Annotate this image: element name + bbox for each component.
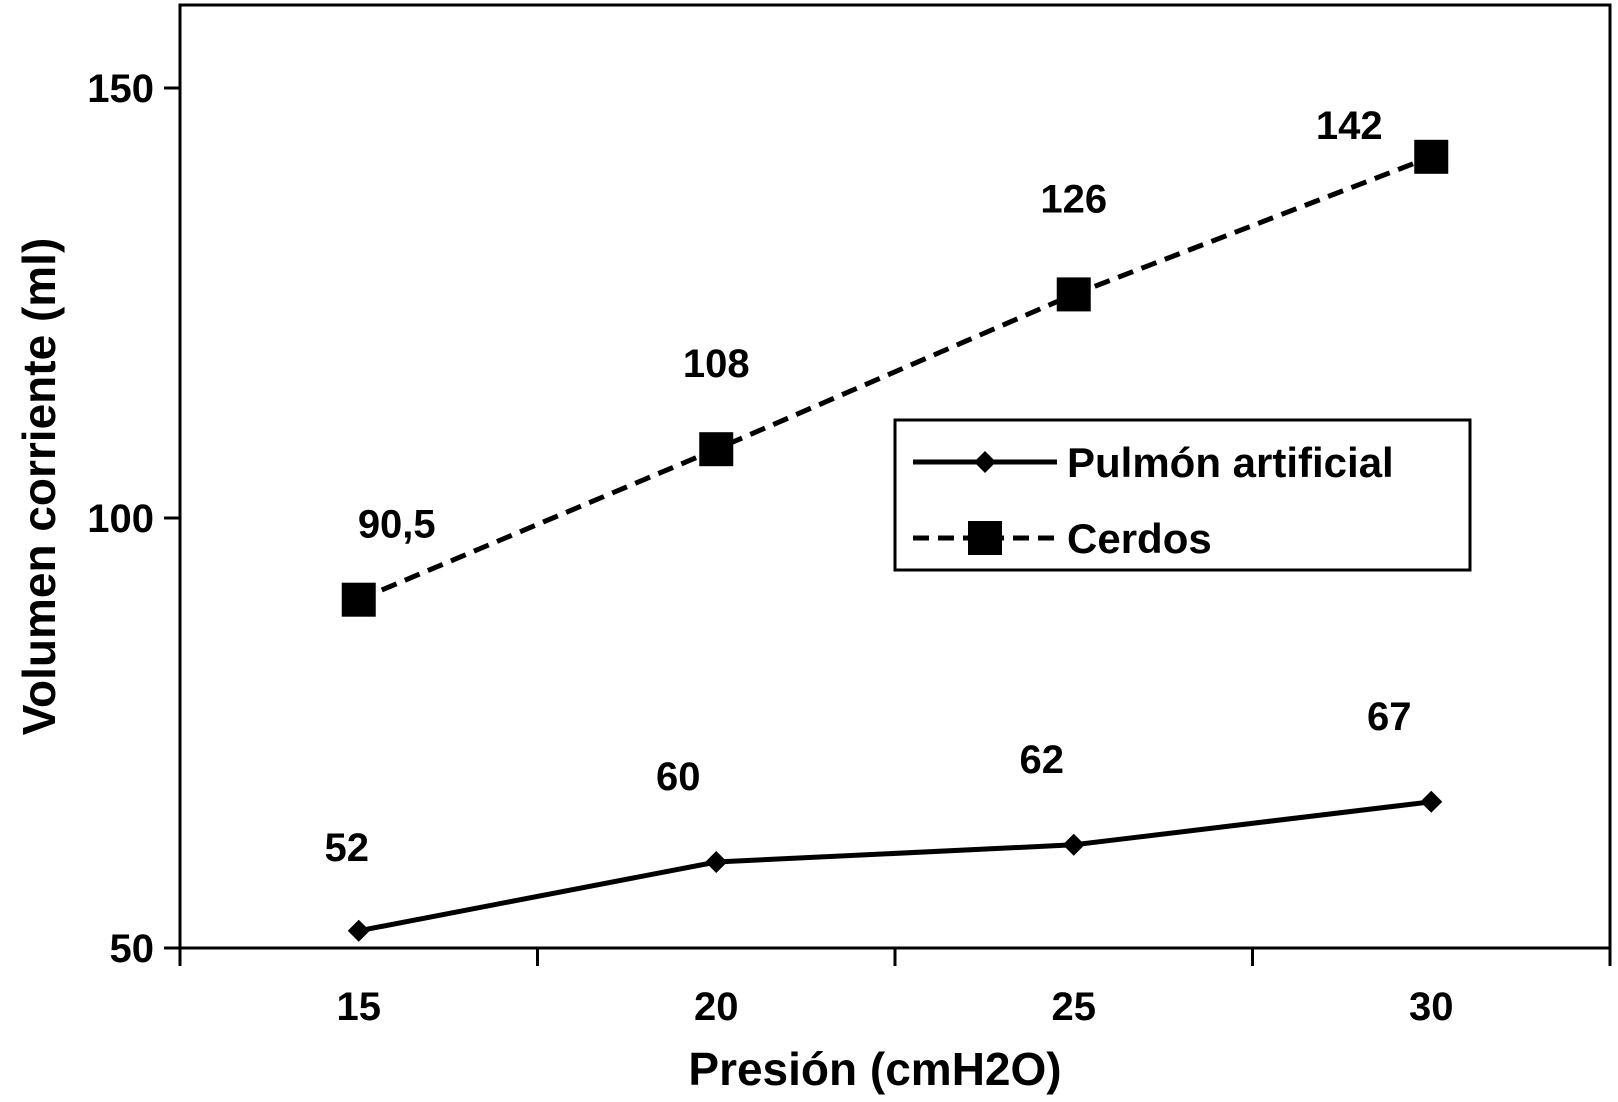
y-tick-label: 50 — [110, 927, 155, 971]
x-axis-title: Presión (cmH2O) — [688, 1043, 1061, 1095]
y-tick-label: 150 — [87, 67, 154, 111]
x-tick-label: 20 — [694, 985, 739, 1029]
series-pulmon-artificial — [347, 790, 1443, 942]
legend-square-marker — [968, 521, 1002, 555]
data-point-square — [699, 432, 734, 467]
x-tick-label: 15 — [337, 985, 382, 1029]
data-label: 126 — [1040, 177, 1107, 221]
series-line — [358, 799, 1432, 934]
data-label: 90,5 — [358, 503, 436, 547]
x-tick-label: 25 — [1052, 985, 1097, 1029]
data-point-square — [341, 582, 376, 617]
data-point-square — [1414, 139, 1449, 174]
data-label: 108 — [683, 342, 750, 386]
data-label: 52 — [325, 826, 370, 870]
legend-diamond-marker — [974, 451, 996, 473]
data-label: 62 — [1020, 738, 1065, 782]
data-point-square — [1056, 277, 1091, 312]
legend-label: Cerdos — [1067, 515, 1212, 562]
series-line — [357, 154, 1433, 603]
data-point-diamond — [347, 919, 370, 942]
data-point-diamond — [705, 851, 728, 873]
x-tick-label: 30 — [1409, 985, 1454, 1029]
data-label: 67 — [1367, 695, 1412, 739]
series-cerdos — [341, 139, 1449, 617]
y-tick-label: 100 — [87, 497, 154, 541]
legend-label: Pulmón artificial — [1067, 439, 1394, 486]
data-point-diamond — [1420, 790, 1443, 813]
legend-item: Cerdos — [913, 515, 1212, 562]
y-axis-title: Volumen corriente (ml) — [13, 238, 65, 736]
data-label: 60 — [656, 755, 701, 799]
data-point-diamond — [1062, 833, 1085, 856]
data-label: 142 — [1316, 104, 1383, 148]
legend-item: Pulmón artificial — [913, 439, 1394, 486]
